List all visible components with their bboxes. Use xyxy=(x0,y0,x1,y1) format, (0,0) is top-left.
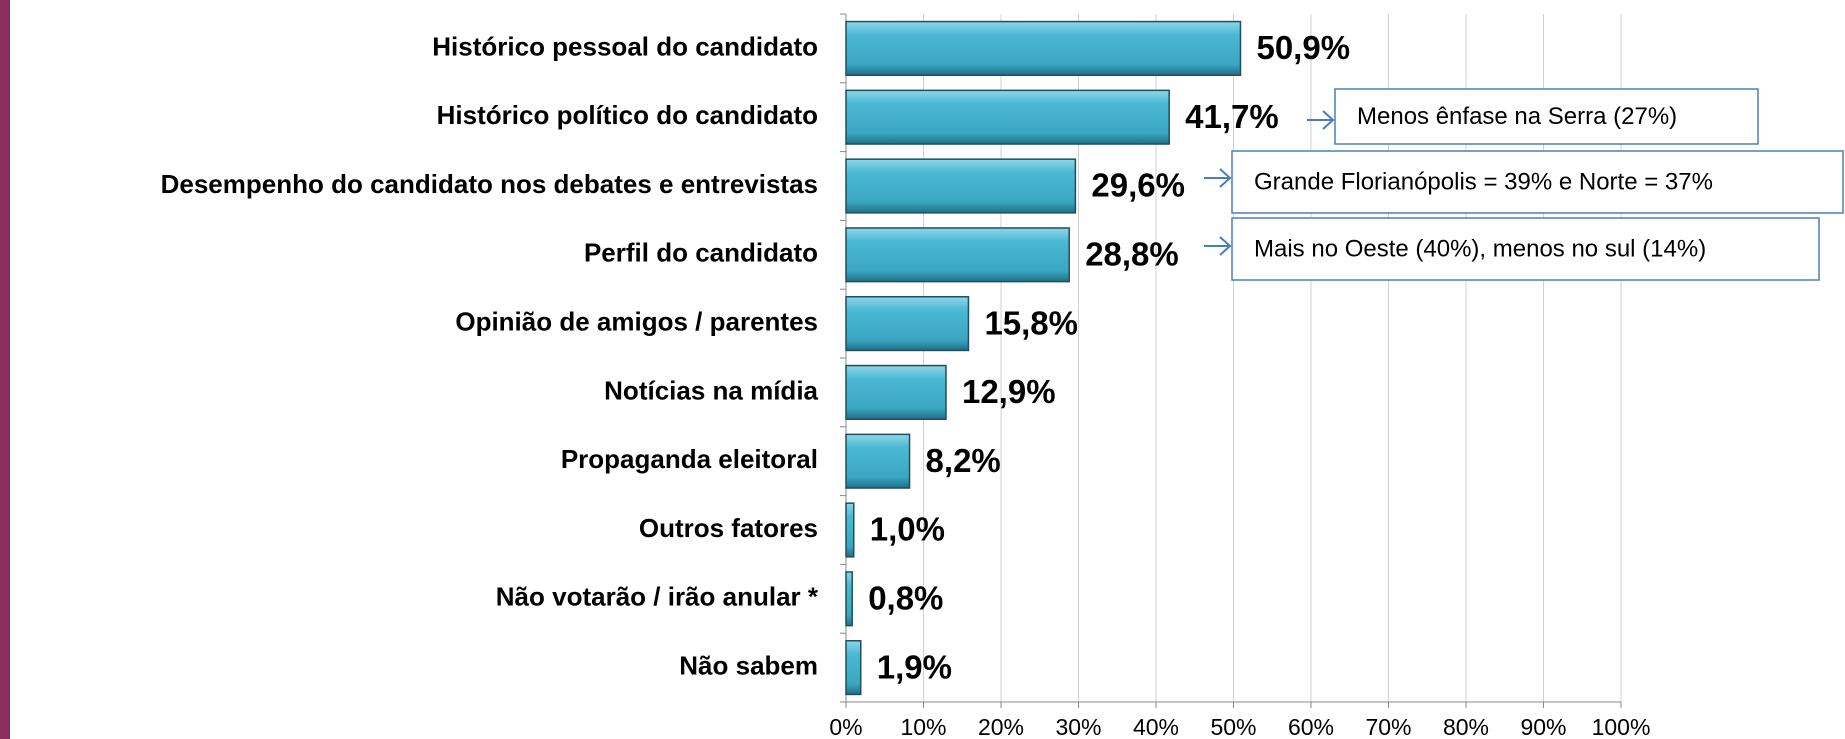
y-tick-label: Não votarão / irão anular * xyxy=(496,582,819,612)
annotation-arrowhead xyxy=(1219,168,1232,188)
value-label: 28,8% xyxy=(1085,236,1179,273)
value-label: 8,2% xyxy=(926,442,1001,479)
bar xyxy=(845,364,947,420)
annotation-text: Mais no Oeste (40%), menos no sul (14%) xyxy=(1254,235,1706,262)
x-tick-label: 60% xyxy=(1288,714,1334,739)
bar xyxy=(845,640,862,696)
y-tick-label: Notícias na mídia xyxy=(604,375,818,405)
bar xyxy=(845,433,911,489)
value-label: 0,8% xyxy=(868,580,943,617)
side-strip xyxy=(0,0,10,739)
x-tick-label: 50% xyxy=(1210,714,1256,739)
x-tick-label: 30% xyxy=(1055,714,1101,739)
value-label: 41,7% xyxy=(1185,98,1279,135)
value-label: 29,6% xyxy=(1091,167,1185,204)
bar xyxy=(845,89,1170,145)
value-label: 12,9% xyxy=(962,373,1056,410)
bar xyxy=(845,227,1070,283)
annotation-text: Grande Florianópolis = 39% e Norte = 37% xyxy=(1254,168,1713,195)
annotation-box xyxy=(1231,217,1820,281)
value-label: 1,9% xyxy=(877,648,952,685)
x-tick-label: 80% xyxy=(1443,714,1489,739)
annotation-arrowhead xyxy=(1219,236,1232,256)
value-label: 50,9% xyxy=(1256,29,1350,66)
y-tick-label: Outros fatores xyxy=(639,513,818,543)
bar xyxy=(845,296,970,352)
y-tick-label: Opinião de amigos / parentes xyxy=(455,306,818,336)
value-label: 15,8% xyxy=(984,304,1078,341)
bar xyxy=(845,571,853,627)
y-tick-label: Histórico pessoal do candidato xyxy=(432,31,818,61)
x-tick-label: 40% xyxy=(1133,714,1179,739)
bar xyxy=(845,20,1242,76)
y-tick-label: Perfil do candidato xyxy=(584,238,818,268)
y-tick-label: Propaganda eleitoral xyxy=(561,444,818,474)
annotation-text: Menos ênfase na Serra (27%) xyxy=(1357,103,1677,130)
x-tick-label: 10% xyxy=(900,714,946,739)
bar xyxy=(845,158,1077,214)
x-tick-label: 20% xyxy=(978,714,1024,739)
annotation-arrowhead xyxy=(1322,110,1335,130)
value-label: 1,0% xyxy=(870,511,945,548)
y-tick-label: Desempenho do candidato nos debates e en… xyxy=(161,169,818,199)
y-tick-label: Não sabem xyxy=(679,650,818,680)
annotation-box xyxy=(1334,88,1759,145)
y-tick-label: Histórico político do candidato xyxy=(437,100,818,130)
x-tick-label: 70% xyxy=(1365,714,1411,739)
x-tick-label: 100% xyxy=(1592,714,1651,739)
annotation-box xyxy=(1231,150,1844,214)
x-tick-label: 90% xyxy=(1520,714,1566,739)
x-tick-label: 0% xyxy=(829,714,862,739)
bar xyxy=(845,502,855,558)
